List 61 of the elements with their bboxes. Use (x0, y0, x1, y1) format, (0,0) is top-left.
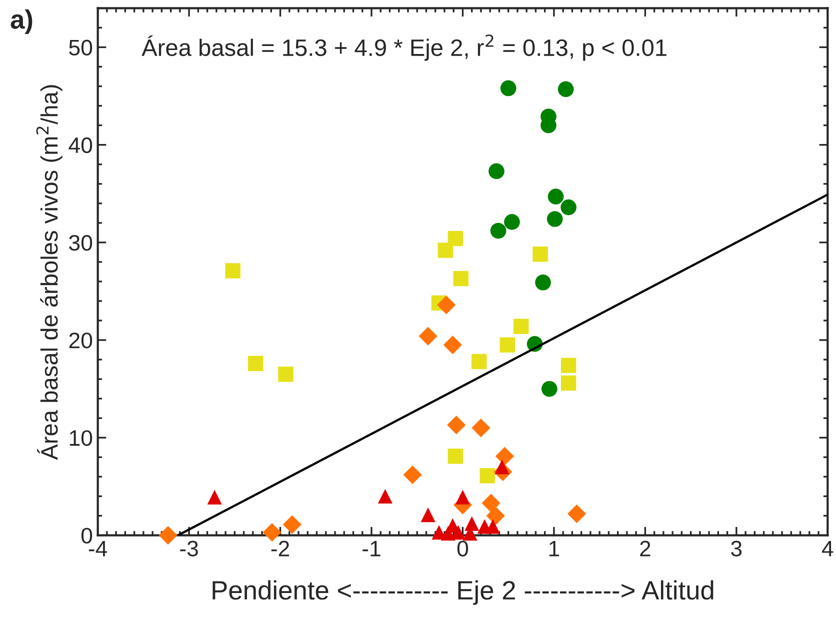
x-tick-label: -2 (271, 540, 290, 556)
point (278, 366, 294, 382)
point (488, 163, 504, 180)
point (378, 488, 392, 504)
point (262, 523, 282, 542)
point (158, 526, 178, 545)
point (560, 375, 576, 391)
x-tick-label: 2 (640, 540, 650, 556)
point (438, 242, 453, 258)
point (486, 519, 500, 534)
point (500, 337, 516, 353)
point (490, 222, 506, 239)
point (436, 296, 456, 314)
y-tick-label: 30 (69, 234, 92, 251)
point (482, 494, 500, 512)
point (535, 274, 551, 290)
point (532, 246, 548, 262)
x-axis-title: Pendiente <----------- Eje 2 -----------> Altitud (212, 580, 714, 605)
point (450, 525, 466, 540)
x-tick-label: -3 (180, 540, 198, 556)
point (225, 263, 240, 278)
point (504, 214, 520, 230)
point (448, 448, 464, 464)
point (495, 446, 514, 466)
y-axis-title: Área basal de árboles vivos (m$^{2}$/ha) (36, 85, 62, 460)
point (546, 211, 563, 227)
point (560, 199, 576, 216)
text: a) (10, 9, 32, 34)
point (282, 515, 302, 534)
annotation: Área basal = 15.3 + 4.9 * Eje 2, r$^{2}$ = 0.13, p < 0.01 (142, 34, 666, 61)
point (453, 270, 469, 286)
point (560, 358, 576, 374)
y-tick-label: 40 (68, 137, 92, 154)
point (455, 490, 470, 504)
point (548, 188, 564, 204)
point (472, 418, 490, 438)
y-tick-label: 50 (69, 40, 92, 56)
point (440, 526, 456, 541)
point (443, 336, 462, 354)
x-tick-label: 0 (457, 540, 468, 556)
point (403, 465, 422, 484)
point (207, 490, 222, 504)
x-tick-label: 1 (549, 540, 560, 556)
point (447, 416, 466, 434)
x-tick-label: -1 (362, 540, 380, 556)
point (500, 80, 516, 96)
point (541, 380, 558, 397)
point (472, 354, 487, 370)
point (514, 318, 529, 334)
point (418, 326, 438, 346)
x-tick-label: 4 (822, 540, 834, 556)
y-tick-label: 10 (70, 430, 92, 446)
point (448, 230, 464, 246)
point (248, 356, 264, 372)
point (558, 81, 574, 98)
point (420, 507, 436, 522)
point (480, 468, 495, 484)
y-tick-label: 20 (69, 332, 92, 348)
x-tick-label: 3 (731, 540, 742, 556)
point (567, 504, 586, 524)
point (486, 506, 505, 526)
